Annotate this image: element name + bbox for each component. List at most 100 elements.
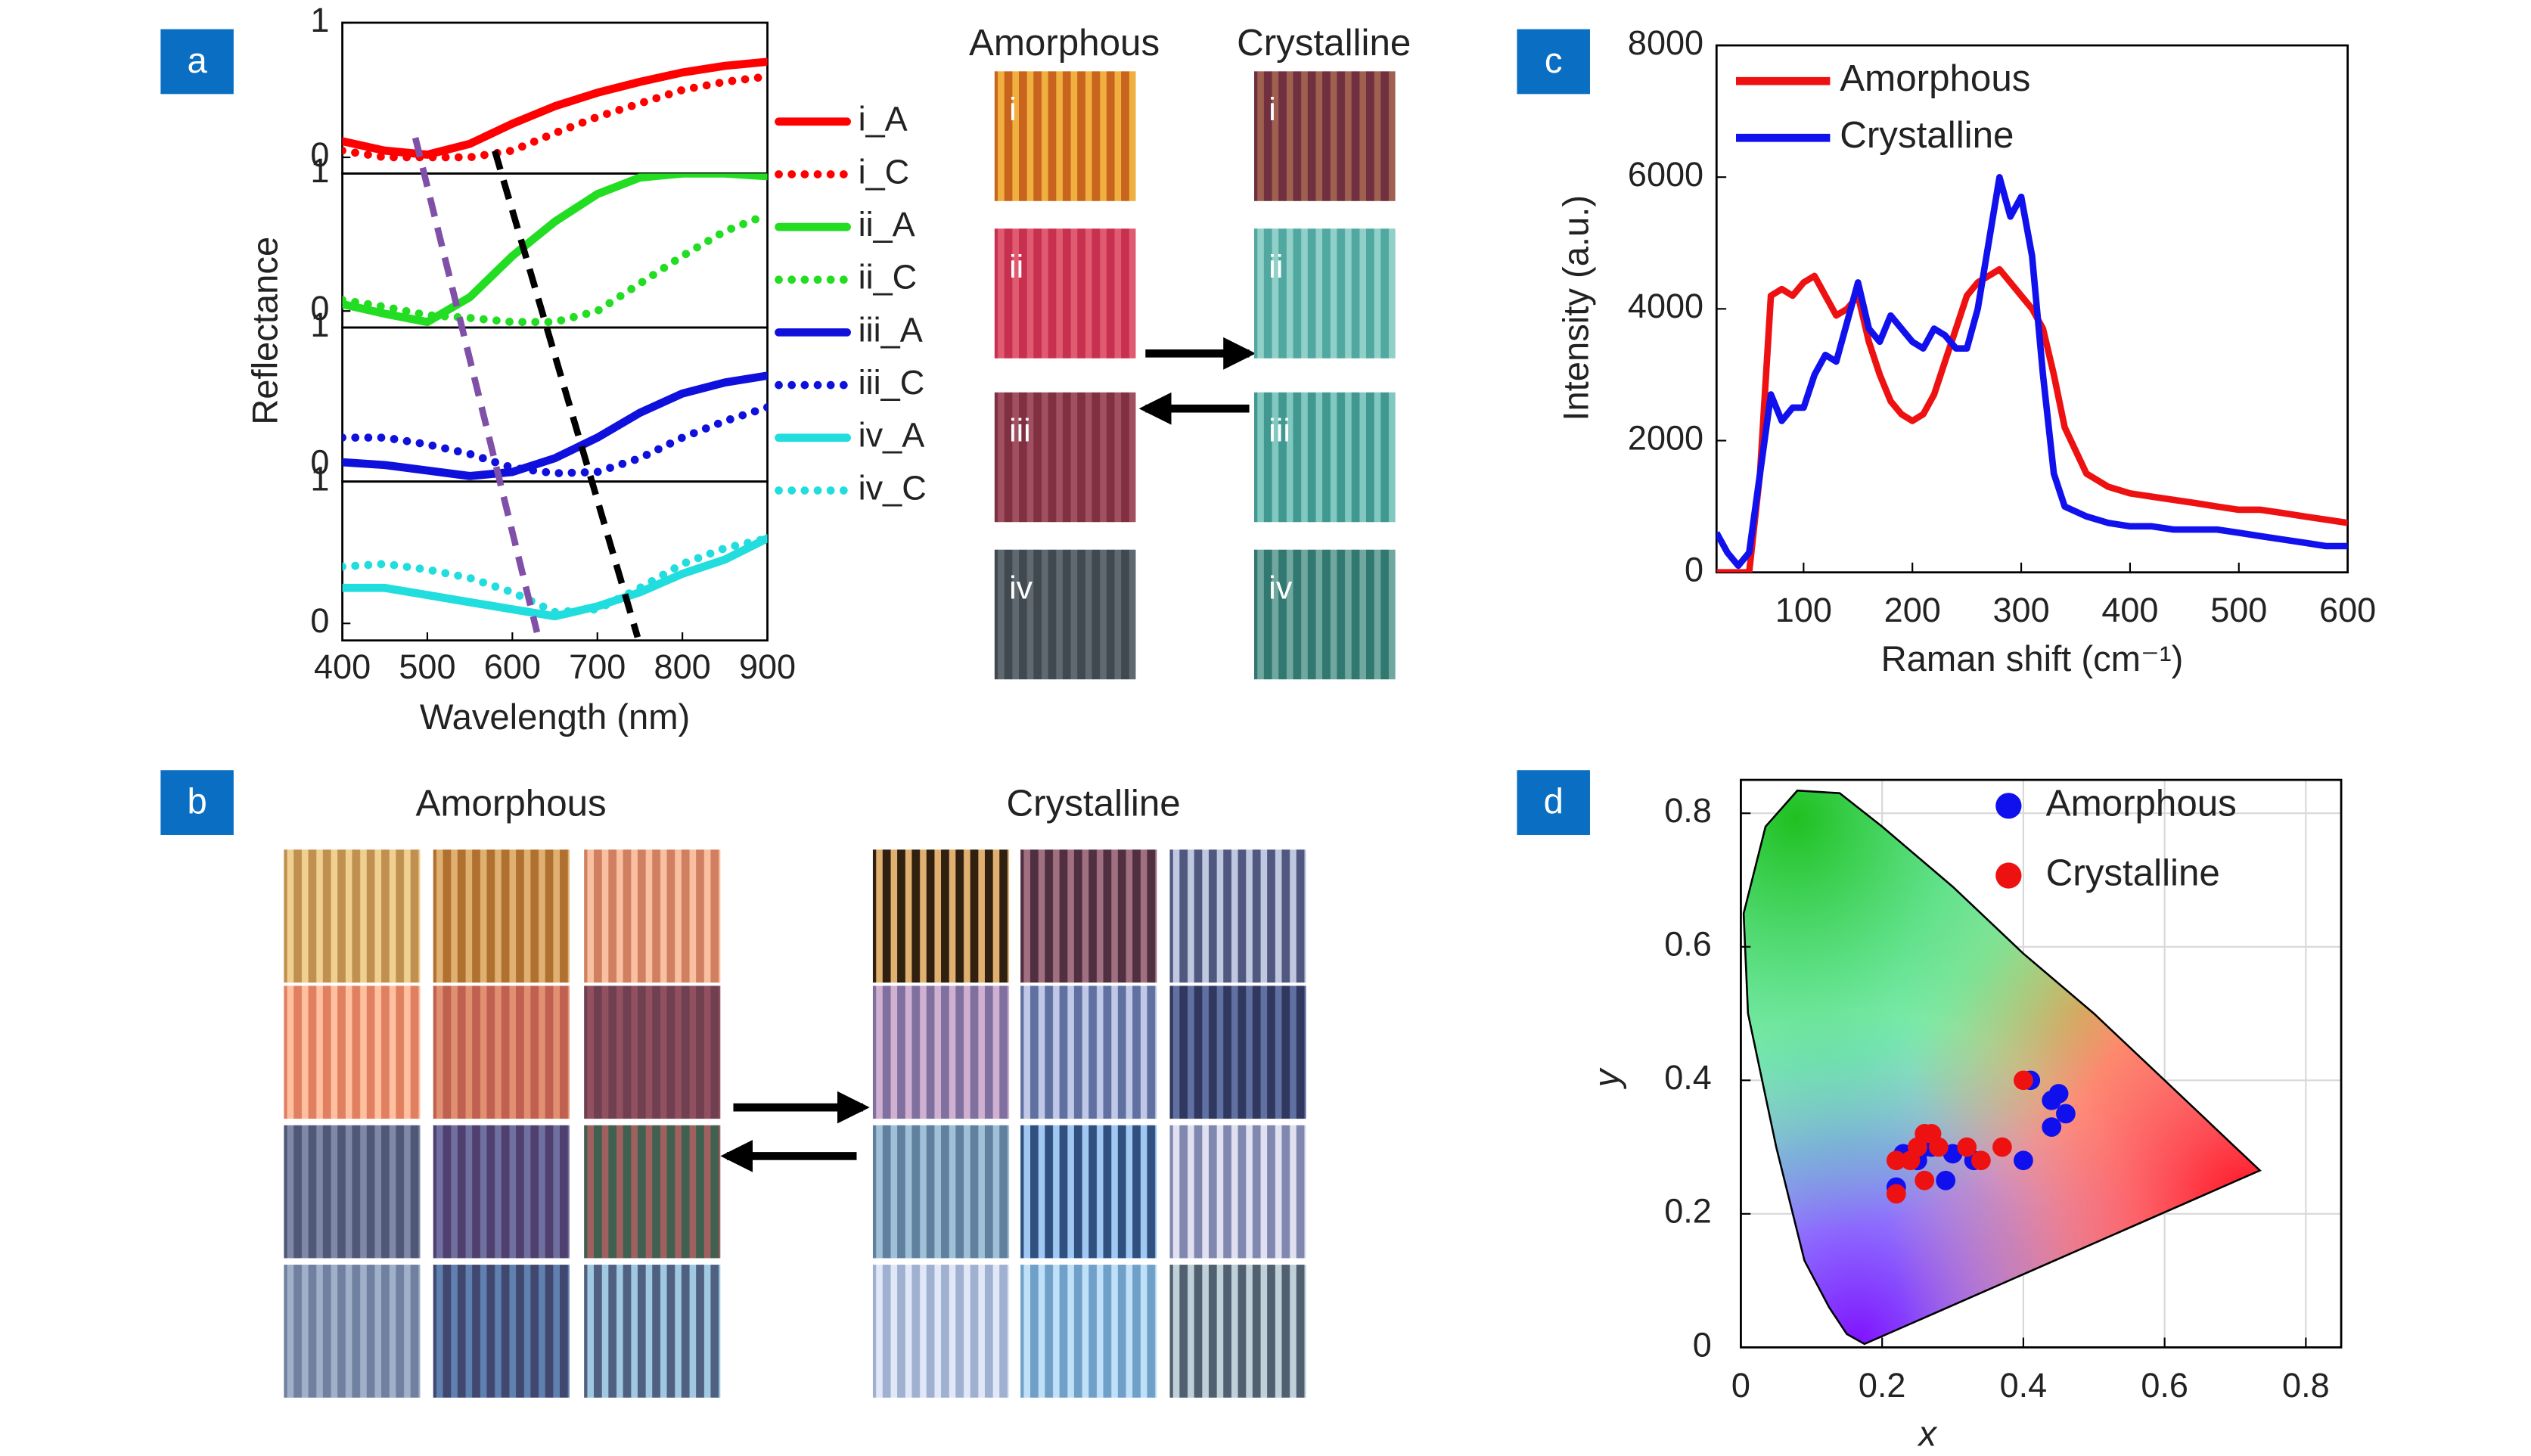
row-label: i	[1009, 92, 1017, 128]
micrograph	[1169, 1265, 1306, 1398]
point	[1971, 1150, 1991, 1171]
x-tick-label: 500	[399, 647, 455, 686]
point	[1992, 1137, 2012, 1157]
line	[342, 72, 768, 162]
y-axis-label: y	[1586, 1067, 1626, 1089]
point	[1929, 1137, 1949, 1157]
row-label: ii	[1009, 249, 1023, 285]
point	[2042, 1117, 2062, 1137]
row-label: iv	[1009, 570, 1033, 607]
micrograph	[994, 549, 1136, 680]
legend-label: Amorphous	[2046, 782, 2237, 824]
x-tick-label: 400	[2101, 591, 2158, 629]
row-label: iii	[1269, 413, 1290, 449]
y-tick-label: 0.6	[1664, 925, 1712, 964]
legend-label: iii_A	[859, 310, 923, 349]
line	[1716, 265, 2348, 573]
guide-lines	[411, 137, 641, 638]
line	[342, 210, 768, 327]
point	[2056, 1104, 2076, 1124]
column-header: Amorphous	[969, 22, 1160, 64]
micrograph	[584, 1265, 721, 1398]
x-axis-label: Wavelength (nm)	[420, 697, 690, 737]
x-tick-label: 600	[484, 647, 541, 686]
x-tick-label: 500	[2210, 591, 2267, 629]
line	[1716, 174, 2348, 570]
y-tick-label: 0.8	[1664, 791, 1712, 830]
y-tick-label: 0.4	[1664, 1058, 1712, 1097]
column-header: Crystalline	[1237, 22, 1411, 64]
legend-label: Crystalline	[2046, 852, 2220, 894]
panel-label-box	[1517, 770, 1590, 835]
micrograph	[284, 849, 421, 983]
micrograph	[584, 986, 721, 1119]
y-tick-label: 8000	[1628, 23, 1703, 62]
micrograph	[994, 228, 1136, 359]
micrograph	[872, 1125, 1010, 1259]
micrograph	[1253, 228, 1396, 359]
legend-label: iv_A	[859, 416, 925, 455]
x-tick-label: 300	[1993, 591, 2050, 629]
x-axis-label: Raman shift (cm⁻¹)	[1881, 638, 2184, 678]
y-tick-label: 0	[310, 601, 329, 640]
panel-label: b	[187, 781, 207, 821]
micrograph	[1020, 849, 1157, 983]
point	[1907, 1137, 1927, 1157]
micrograph	[1253, 392, 1396, 523]
micrograph	[584, 849, 721, 983]
y-tick-label: 6000	[1628, 155, 1703, 194]
x-tick-label: 0	[1731, 1366, 1750, 1405]
point	[1957, 1137, 1977, 1157]
point	[2014, 1150, 2033, 1171]
line	[342, 57, 768, 159]
gamut-fill	[1744, 790, 2260, 1344]
y-axis-label: Reflectance	[244, 237, 284, 425]
panel-label: a	[187, 40, 207, 80]
axis-box	[341, 480, 769, 642]
y-tick-label: 2000	[1628, 418, 1703, 457]
legend-label: ii_A	[859, 205, 915, 244]
micrograph	[433, 986, 570, 1119]
x-tick-label: 0.2	[1859, 1366, 1906, 1405]
legend-label: iii_C	[859, 363, 925, 402]
panel-label-box	[160, 770, 234, 835]
micrograph	[284, 1265, 421, 1398]
micrograph	[1169, 986, 1306, 1119]
x-tick-label: 400	[314, 647, 371, 686]
micrograph	[872, 1265, 1010, 1398]
micrograph	[994, 392, 1136, 523]
x-tick-label: 700	[569, 647, 626, 686]
micrograph	[1020, 1265, 1157, 1398]
legend-swatch	[1995, 862, 2022, 889]
line	[342, 534, 768, 621]
x-tick-label: 800	[654, 647, 711, 686]
x-tick-label: 0.4	[2000, 1366, 2048, 1405]
line	[342, 173, 768, 327]
micrograph	[1020, 986, 1157, 1119]
y-tick-label: 0	[310, 135, 329, 174]
x-tick-label: 200	[1884, 591, 1941, 629]
legend-swatch	[1995, 793, 2022, 819]
legend-label: Amorphous	[1840, 57, 2030, 99]
guide-line	[411, 137, 541, 634]
gamut	[1742, 789, 2262, 1346]
micrograph	[1169, 1125, 1306, 1259]
micrograph	[1253, 549, 1396, 680]
point	[2048, 1084, 2069, 1104]
legend-label: i_C	[859, 152, 910, 191]
panel-label-box	[160, 29, 234, 95]
x-axis-label: x	[1917, 1414, 1937, 1454]
y-tick-label: 1	[310, 306, 329, 344]
row-label: ii	[1269, 249, 1283, 285]
point	[1936, 1170, 1956, 1191]
micrograph	[284, 1125, 421, 1259]
panel-label-box	[1517, 29, 1590, 95]
y-tick-label: 0	[310, 443, 329, 482]
point	[1886, 1150, 1906, 1171]
row-label: iii	[1009, 413, 1031, 449]
column-header: Amorphous	[416, 782, 607, 824]
line	[342, 371, 768, 480]
line	[342, 534, 768, 616]
